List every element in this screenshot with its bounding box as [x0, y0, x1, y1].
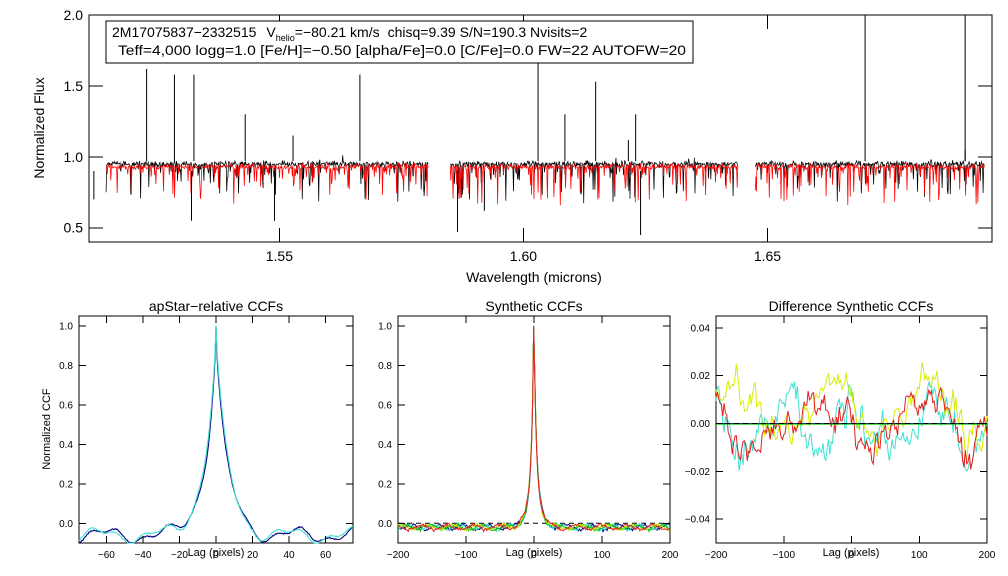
spectrum-observed-line: [450, 157, 739, 204]
annotation-line-1: 2M17075837−2332515 Vhelio=−80.21 km/s chis…: [112, 24, 587, 43]
apstar-ccf-y-tick-label: 0.4: [59, 440, 73, 451]
spectrum-x-label: Wavelength (microns): [466, 269, 602, 285]
spectrum-data: [93, 15, 985, 235]
apstar-ccf-visit-2-line: [78, 325, 354, 544]
difference-ccf-x-tick-label: 0: [849, 550, 855, 561]
synthetic-ccf-y-tick-label: 1.0: [378, 321, 392, 332]
spectrum-model-line: [449, 162, 739, 206]
spectrum-x-tick-label: 1.55: [266, 248, 293, 264]
spectrum-y-label: Normalized Flux: [31, 77, 47, 178]
difference-ccf-y-tick-label: 0.02: [691, 371, 711, 382]
vhelio-label: V: [266, 24, 276, 40]
synthetic-ccf-x-tick-label: −100: [455, 550, 478, 561]
apstar-ccf-y-label: Normalized CCF: [41, 388, 53, 470]
apstar-ccf-y-tick-label: 0.8: [59, 361, 73, 372]
apstar-ccf-y-tick-label: 0.2: [59, 479, 73, 490]
spectrum-model-line: [754, 162, 985, 206]
spectrum-y-tick-label: 1.5: [64, 78, 84, 94]
apstar-ccf-axes-frame: [78, 315, 354, 544]
spectrum-axes-frame: [88, 14, 993, 243]
apstar-ccf-ticks: −60 −40 −20 0 20 40 60 0.0 0.2 0.4 0.6 0.8 1.0: [59, 316, 353, 561]
synthetic-ccf-x-tick-label: 200: [662, 550, 679, 561]
apstar-ccf-data: [78, 325, 354, 544]
spectrum-panel: 1.55 1.60 1.65 0.5 1.0 1.5 2.0 2M17075837−2332…: [31, 7, 993, 285]
apstar-ccf-visit-1-line: [78, 325, 354, 544]
difference-ccf-title: Difference Synthetic CCFs: [769, 298, 934, 314]
spectrum-y-tick-label: 1.0: [64, 149, 84, 165]
spectrum-ticks: 1.55 1.60 1.65 0.5 1.0 1.5 2.0: [64, 7, 992, 264]
difference-ccf-ticks: −200 −100 0 100 200 −0.04 −0.02 0.00 0.02 0.04: [685, 316, 996, 561]
synthetic-ccf-y-tick-label: 0.2: [378, 479, 392, 490]
synthetic-ccf-x-label: Lag (pixels): [506, 547, 563, 559]
difference-ccf-x-tick-label: 100: [911, 550, 928, 561]
spectrum-y-tick-label: 2.0: [64, 7, 84, 23]
synthetic-ccf-y-tick-label: 0.4: [378, 440, 392, 451]
apstar-ccf-x-label: Lag (pixels): [188, 547, 245, 559]
synthetic-ccf-y-tick-label: 0.0: [378, 519, 392, 530]
apstar-ccf-x-tick-label: 40: [284, 550, 296, 561]
difference-ccf-x-tick-label: 200: [979, 550, 996, 561]
stellar-parameters: Teff=4,000 logg=1.0 [Fe/H]=−0.50 [alpha/…: [118, 42, 686, 58]
apstar-ccf-title: apStar−relative CCFs: [149, 298, 283, 314]
synthetic-ccf-ticks: −200 −100 0 100 200 0.0 0.2 0.4 0.6 0.8 1.0: [378, 316, 679, 561]
difference-ccf-diff-4-line: [715, 362, 988, 460]
difference-ccf-y-tick-label: 0.04: [691, 323, 711, 334]
difference-ccf-y-tick-label: −0.02: [685, 467, 711, 478]
apstar-ccf-x-tick-label: −40: [134, 550, 151, 561]
synthetic-ccf-data: [397, 325, 670, 533]
star-id: 2M17075837−2332515: [112, 24, 257, 40]
annotation-box: [105, 20, 694, 64]
spectrum-observed-line: [105, 155, 429, 202]
synthetic-ccf-panel: −200 −100 0 100 200 0.0 0.2 0.4 0.6 0.8 1.0 Synthe…: [378, 298, 679, 561]
synthetic-ccf-title: Synthetic CCFs: [485, 298, 582, 314]
difference-ccf-y-tick-label: 0.00: [691, 419, 711, 430]
vhelio-subscript: helio: [276, 33, 295, 43]
difference-ccf-x-label: Lag (pixels): [823, 547, 880, 559]
synthetic-ccf-y-tick-label: 0.8: [378, 361, 392, 372]
apstar-ccf-x-tick-label: 0: [213, 550, 219, 561]
difference-ccf-y-tick-label: −0.04: [685, 515, 711, 526]
difference-ccf-data: [715, 362, 988, 472]
apstar-ccf-x-tick-label: −60: [98, 550, 115, 561]
difference-ccf-panel: −200 −100 0 100 200 −0.04 −0.02 0.00 0.02 0.04 Di…: [685, 298, 996, 561]
apstar-ccf-x-tick-label: −20: [171, 550, 188, 561]
spectrum-x-tick-label: 1.60: [510, 248, 537, 264]
apstar-ccf-x-tick-label: 60: [320, 550, 332, 561]
difference-ccf-x-tick-label: −200: [705, 550, 728, 561]
apstar-ccf-x-tick-label: 20: [247, 550, 259, 561]
synthetic-ccf-x-tick-label: 100: [594, 550, 611, 561]
spectrum-model-line: [105, 162, 429, 204]
synthetic-ccf-y-tick-label: 0.6: [378, 400, 392, 411]
synthetic-ccf-ccf-5-line: [397, 325, 670, 533]
fit-stats: chisq=9.39 S/N=190.3 Nvisits=2: [388, 24, 588, 40]
vhelio-value: =−80.21 km/s: [295, 24, 380, 40]
apstar-ccf-y-tick-label: 0.6: [59, 400, 73, 411]
apstar-ccf-y-tick-label: 0.0: [59, 519, 73, 530]
synthetic-ccf-x-tick-label: −200: [387, 550, 410, 561]
apstar-ccf-panel: −60 −40 −20 0 20 40 60 0.0 0.2 0.4 0.6 0.8 1.0 apSta…: [41, 298, 354, 561]
synthetic-ccf-x-tick-label: 0: [531, 550, 537, 561]
difference-ccf-x-tick-label: −100: [772, 550, 795, 561]
apstar-ccf-y-tick-label: 1.0: [59, 321, 73, 332]
spectrum-x-tick-label: 1.65: [754, 248, 781, 264]
spectrum-y-tick-label: 0.5: [64, 220, 84, 236]
difference-ccf-diff-2-line: [715, 381, 988, 472]
